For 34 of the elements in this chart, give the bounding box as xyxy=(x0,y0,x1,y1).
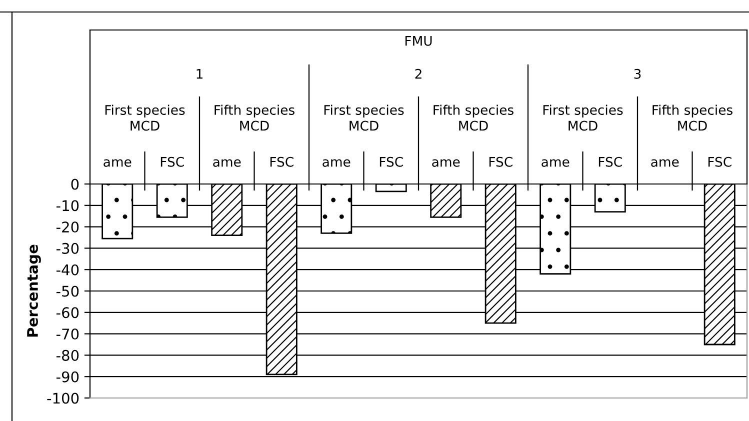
y-tick-label: -50 xyxy=(56,286,79,297)
y-tick-label: -60 xyxy=(56,307,79,318)
x-tick-label: ame xyxy=(542,159,570,167)
y-tick-label: -40 xyxy=(56,264,79,276)
x-tick-label: ame xyxy=(651,159,679,167)
y-tick-label: -80 xyxy=(56,350,79,361)
text: 3 xyxy=(634,68,641,79)
y-tick-label: -10 xyxy=(56,200,79,212)
text: Fifth species MCD xyxy=(434,104,514,131)
text: First species MCD xyxy=(543,104,623,131)
text: First species MCD xyxy=(105,104,185,131)
x-tick-label: FSC xyxy=(270,156,294,167)
x-tick-label: FSC xyxy=(489,156,512,167)
x-tick-label: FSC xyxy=(708,156,732,167)
y-tick-label: -70 xyxy=(56,328,79,340)
text: FMU xyxy=(405,36,432,46)
text: Fifth species MCD xyxy=(214,104,294,131)
y-tick-label: -90 xyxy=(56,371,79,382)
text: Fifth species MCD xyxy=(652,104,732,131)
x-tick-label: FSC xyxy=(160,156,184,167)
x-tick-label: ame xyxy=(104,159,132,167)
y-tick-label: -30 xyxy=(56,242,79,254)
x-tick-label: ame xyxy=(213,159,241,167)
text: First species MCD xyxy=(324,104,404,131)
text: 1 xyxy=(196,69,202,79)
y-tick-label: -100 xyxy=(47,392,79,404)
y-axis-title: Percentage xyxy=(27,244,41,337)
y-tick-label: 0 xyxy=(71,178,79,190)
x-tick-label: ame xyxy=(322,159,350,167)
x-tick-label: ame xyxy=(432,159,460,167)
text: 2 xyxy=(415,68,422,79)
x-tick-label: FSC xyxy=(598,156,622,167)
y-tick-label: -20 xyxy=(56,222,79,233)
x-tick-label: FSC xyxy=(380,156,403,167)
